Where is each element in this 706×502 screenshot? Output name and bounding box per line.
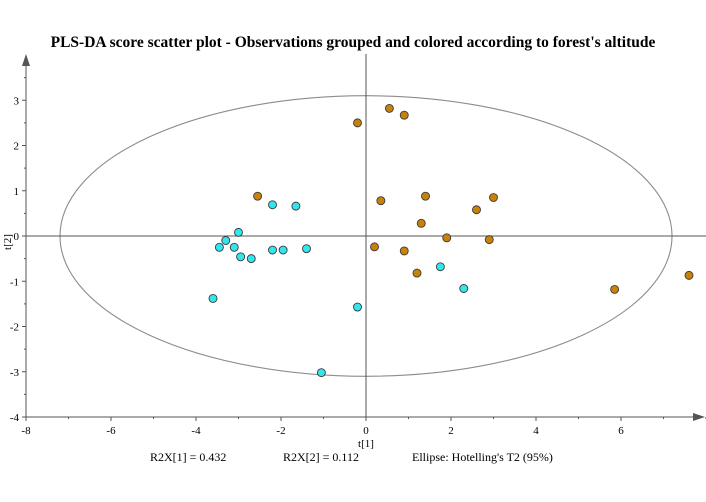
x-axis-label: t[1] <box>358 438 374 450</box>
ellipse-annotation: Ellipse: Hotelling's T2 (95%) <box>412 450 553 464</box>
data-point-brown <box>370 242 379 252</box>
data-point-cyan <box>214 242 224 252</box>
data-point-cyan <box>246 254 256 264</box>
data-point-brown <box>472 205 481 215</box>
r2x2-annotation: R2X[2] = 0.112 <box>283 450 359 464</box>
data-point-cyan <box>302 244 311 254</box>
data-point-brown <box>253 191 263 201</box>
data-point-cyan <box>268 200 277 210</box>
data-point-cyan <box>316 368 326 378</box>
y-tick-label: -1 <box>10 276 19 288</box>
y-tick-label: -2 <box>10 322 19 334</box>
y-tick-label: 1 <box>14 186 20 198</box>
data-point-cyan <box>236 252 246 262</box>
x-tick-label: 0 <box>363 425 369 437</box>
data-point-brown <box>376 196 386 206</box>
chart-title: PLS-DA score scatter plot - Observations… <box>51 34 656 51</box>
data-point-cyan <box>459 284 469 293</box>
data-point-cyan <box>234 227 243 237</box>
data-point-cyan <box>435 262 445 272</box>
data-point-brown <box>353 118 362 128</box>
r2x1-annotation: R2X[1] = 0.432 <box>150 450 226 464</box>
y-tick-label: -4 <box>10 412 20 424</box>
data-point-brown <box>412 268 422 278</box>
data-point-brown <box>421 191 430 201</box>
y-tick-label: 0 <box>14 231 20 243</box>
data-point-brown <box>442 233 452 243</box>
y-tick-label: 2 <box>14 141 20 153</box>
y-tick-label: 3 <box>14 95 20 107</box>
x-tick-label: 4 <box>533 425 539 437</box>
data-point-brown <box>684 270 694 280</box>
data-point-brown <box>610 284 620 294</box>
data-point-cyan <box>268 245 277 255</box>
data-point-cyan <box>221 236 231 245</box>
data-point-cyan <box>353 302 362 312</box>
y-axis-label: t[2] <box>2 234 14 250</box>
data-point-brown <box>384 103 394 113</box>
x-tick-label: -8 <box>21 425 31 437</box>
data-point-brown <box>416 218 426 228</box>
x-axis-arrow <box>693 413 705 421</box>
data-point-cyan <box>208 293 218 303</box>
x-tick-label: -4 <box>191 425 201 437</box>
data-point-brown <box>399 246 409 256</box>
data-point-cyan <box>229 242 239 252</box>
data-point-brown <box>399 110 409 120</box>
x-tick-label: 2 <box>448 425 454 437</box>
data-point-cyan <box>291 201 301 211</box>
x-tick-label: 6 <box>618 425 624 437</box>
x-tick-label: -2 <box>276 425 285 437</box>
data-point-brown <box>484 235 494 245</box>
data-point-brown <box>489 193 498 202</box>
y-tick-label: -3 <box>10 367 20 379</box>
y-axis-arrow <box>22 54 30 66</box>
x-tick-label: -6 <box>106 425 116 437</box>
data-point-cyan <box>278 245 288 255</box>
